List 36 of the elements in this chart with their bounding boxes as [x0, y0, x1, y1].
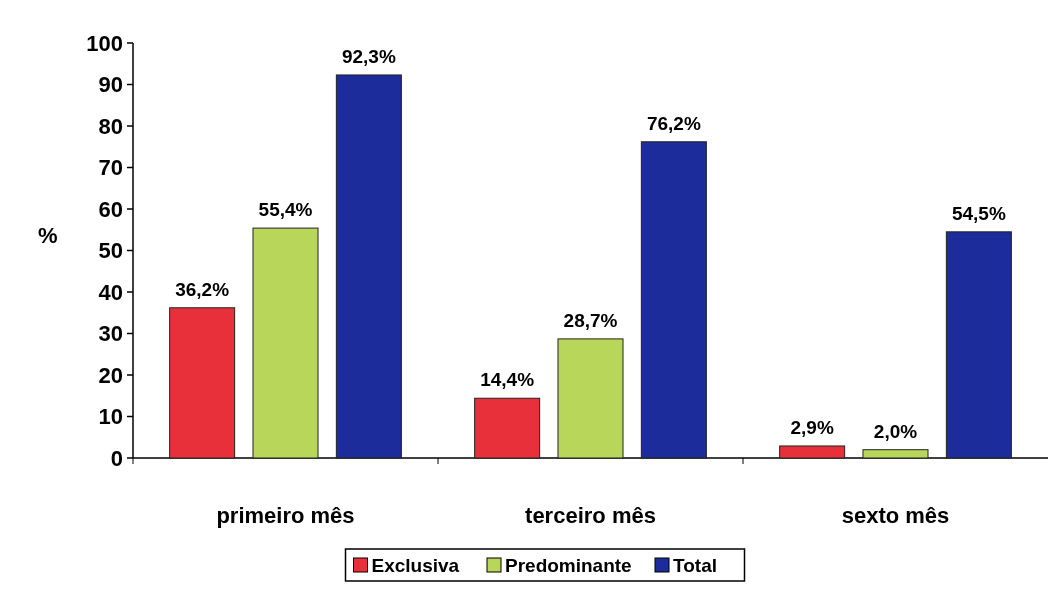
- data-label: 2,9%: [790, 416, 834, 438]
- y-tick-label: 90: [98, 72, 123, 98]
- x-tick-label: sexto mês: [841, 503, 950, 528]
- bar: [640, 141, 707, 459]
- data-label: 76,2%: [646, 112, 701, 134]
- y-tick-label: 30: [98, 321, 123, 347]
- y-tick-label: 10: [98, 404, 123, 430]
- y-tick-label: 80: [98, 113, 123, 139]
- data-label: 54,5%: [951, 202, 1006, 224]
- data-label: 36,2%: [175, 278, 230, 300]
- data-label: 2,0%: [873, 420, 918, 442]
- bar: [862, 449, 929, 459]
- data-label: 14,4%: [480, 369, 535, 391]
- y-tick-label: 20: [98, 362, 123, 388]
- bar: [945, 231, 1012, 459]
- y-tick-label: 50: [98, 238, 123, 264]
- y-tick-label: 40: [98, 279, 123, 305]
- data-label: 28,7%: [563, 309, 618, 331]
- y-tick-label: 100: [86, 30, 123, 56]
- data-label: 92,3%: [341, 45, 396, 67]
- y-axis-title: %: [38, 222, 58, 248]
- y-tick-label: 60: [98, 196, 123, 222]
- legend-label: Predominante: [505, 554, 632, 576]
- data-label: 55,4%: [258, 199, 313, 221]
- bar: [474, 397, 541, 459]
- y-tick-label: 0: [110, 445, 123, 471]
- legend-label: Exclusiva: [371, 554, 460, 576]
- bar: [169, 307, 236, 459]
- legend-label: Total: [673, 554, 717, 576]
- bar: [335, 74, 402, 459]
- bar: [779, 445, 846, 459]
- bar: [557, 338, 624, 459]
- x-tick-label: terceiro mês: [525, 503, 656, 528]
- y-tick-label: 70: [98, 155, 123, 181]
- bar: [252, 227, 319, 459]
- x-tick-label: primeiro mês: [216, 503, 355, 528]
